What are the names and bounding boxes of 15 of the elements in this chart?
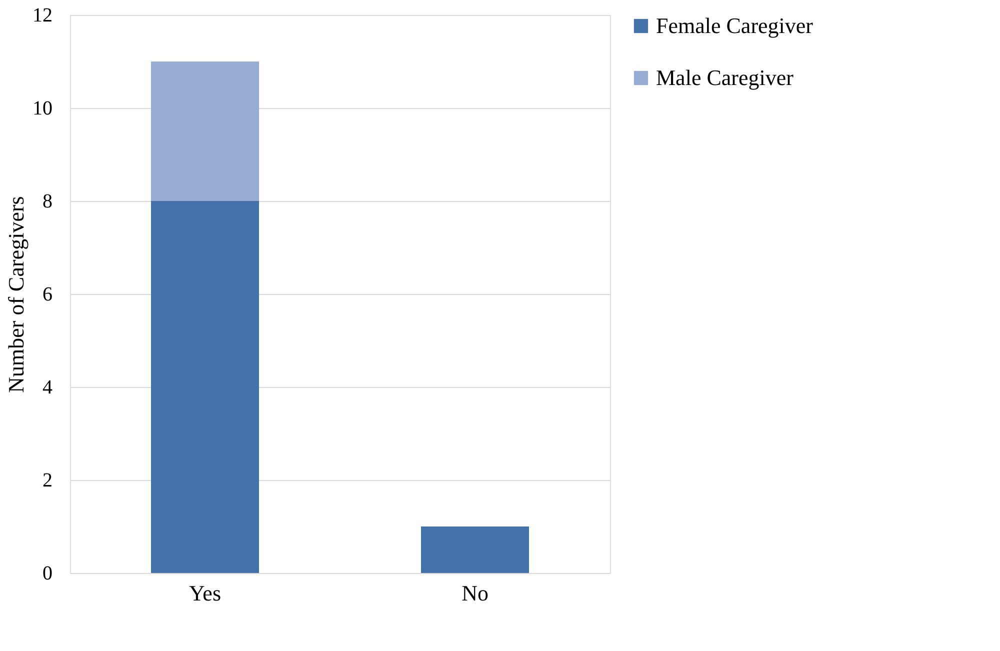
x-tick-label: No: [462, 580, 488, 606]
y-tick-label: 4: [42, 376, 52, 398]
bar: [151, 201, 259, 573]
y-tick-label: 8: [42, 190, 52, 212]
y-tick-label: 12: [32, 4, 52, 26]
y-axis-title: Number of Caregivers: [4, 196, 28, 393]
legend-label: Female Caregiver: [656, 13, 814, 38]
y-tick-label: 2: [42, 470, 52, 492]
legend-label: Male Caregiver: [656, 65, 794, 90]
y-tick-label: 10: [32, 98, 52, 120]
bar: [421, 526, 529, 573]
y-tick-label: 0: [42, 562, 52, 584]
x-tick-label: Yes: [188, 580, 222, 606]
bar: [151, 62, 259, 201]
y-tick-label: 6: [42, 284, 52, 306]
